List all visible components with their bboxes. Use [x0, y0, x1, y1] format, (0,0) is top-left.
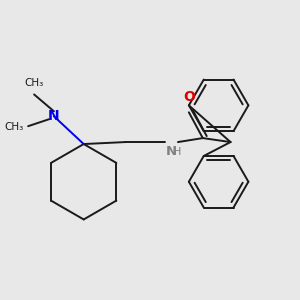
Text: CH₃: CH₃: [4, 122, 23, 132]
Text: N: N: [166, 145, 177, 158]
Text: H: H: [173, 147, 182, 157]
Text: CH₃: CH₃: [25, 79, 44, 88]
Text: N: N: [48, 109, 60, 123]
Text: O: O: [183, 90, 195, 104]
